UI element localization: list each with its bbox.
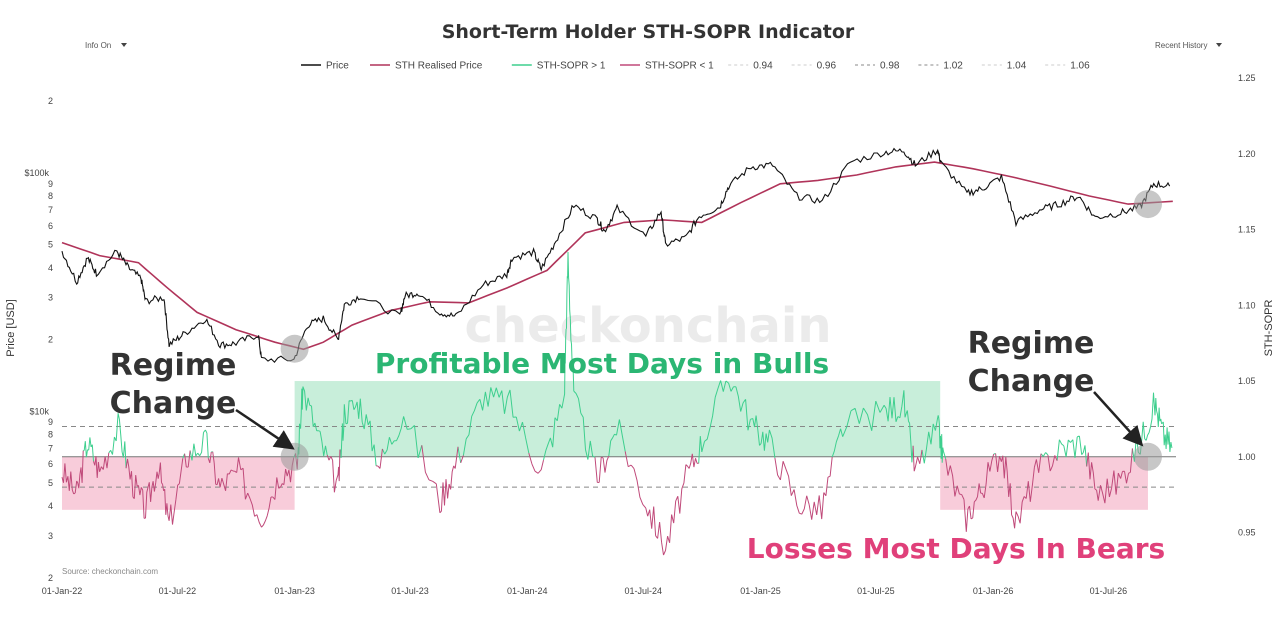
- series-line-price: [61, 147, 1171, 364]
- legend-label: 0.98: [880, 61, 900, 72]
- series-line-sth-realised-price: [61, 161, 1173, 351]
- y-left-tick-label: 3: [48, 531, 53, 541]
- y-right-axis-label: STH-SOPR: [1263, 300, 1275, 357]
- series-line-sopr-below-1: [61, 445, 1133, 556]
- annotation-regime-change-right-line: Change: [968, 364, 1095, 399]
- x-tick-label: 01-Jan-24: [507, 586, 548, 596]
- x-tick-label: 01-Jul-25: [857, 586, 895, 596]
- info-toggle-label: Info On: [85, 41, 111, 50]
- history-select-label: Recent History: [1155, 41, 1207, 50]
- y-left-major-tick-label: $10k: [29, 406, 49, 416]
- y-left-tick-label: 2: [48, 96, 53, 106]
- y-right-tick-label: 1.15: [1238, 225, 1256, 235]
- y-left-tick-label: 5: [48, 478, 53, 488]
- legend-label: STH-SOPR < 1: [645, 61, 714, 72]
- x-tick-label: 01-Jan-23: [274, 586, 315, 596]
- y-left-tick-label: 4: [48, 263, 53, 273]
- region-box: [294, 381, 941, 457]
- y-left-tick-label: 8: [48, 429, 53, 439]
- y-left-tick-label: 9: [48, 179, 53, 189]
- watermark: checkonchain: [464, 298, 831, 354]
- legend-label: 1.06: [1070, 61, 1090, 72]
- y-right-tick-label: 1.00: [1238, 452, 1256, 462]
- y-left-tick-label: 6: [48, 221, 53, 231]
- region-box: [62, 456, 295, 510]
- annotation-regime-change-left: Regime Change: [110, 348, 237, 421]
- history-dropdown-icon: [1216, 43, 1222, 47]
- annotation-arrow-right: [1093, 391, 1144, 447]
- x-tick-label: 01-Jan-25: [740, 586, 781, 596]
- regime-marker: [1133, 442, 1162, 471]
- y-left-axis-label: Price [USD]: [5, 299, 17, 356]
- legend-label: 0.94: [753, 61, 773, 72]
- y-right-tick-label: 1.10: [1238, 300, 1256, 310]
- x-tick-label: 01-Jul-26: [1090, 586, 1128, 596]
- y-right-tick-label: 0.95: [1238, 528, 1256, 538]
- info-dropdown-icon: [121, 43, 127, 47]
- y-right-tick-label: 1.05: [1238, 376, 1256, 386]
- legend-label: Price: [326, 61, 349, 72]
- x-tick-label: 01-Jul-24: [624, 586, 662, 596]
- regime-marker: [280, 442, 309, 471]
- y-right-tick-label: 1.25: [1238, 73, 1256, 83]
- y-left-tick-label: 9: [48, 417, 53, 427]
- y-right-tick-label: 1.20: [1238, 149, 1256, 159]
- x-tick-label: 01-Jan-26: [973, 586, 1014, 596]
- legend-label: STH-SOPR > 1: [537, 61, 606, 72]
- region-label-bulls: Profitable Most Days in Bulls: [375, 347, 829, 380]
- region-label-bears: Losses Most Days In Bears: [747, 532, 1165, 565]
- y-left-tick-label: 7: [48, 443, 53, 453]
- y-left-tick-label: 6: [48, 459, 53, 469]
- x-tick-label: 01-Jul-23: [391, 586, 429, 596]
- regime-marker: [280, 334, 309, 363]
- y-left-major-tick-label: $100k: [24, 168, 49, 178]
- legend-label: STH Realised Price: [395, 61, 483, 72]
- x-tick-label: 01-Jul-22: [159, 586, 197, 596]
- legend-label: 1.04: [1007, 61, 1027, 72]
- annotation-regime-change-left-line: Change: [110, 386, 237, 421]
- annotation-arrow-left: [235, 408, 295, 450]
- x-tick-label: 01-Jan-22: [42, 586, 83, 596]
- y-left-tick-label: 5: [48, 240, 53, 250]
- annotation-regime-change-right-line: Regime: [968, 326, 1095, 361]
- y-left-tick-label: 4: [48, 501, 53, 511]
- y-left-tick-label: 2: [48, 335, 53, 345]
- y-left-tick-label: 8: [48, 191, 53, 201]
- y-left-tick-label: 7: [48, 205, 53, 215]
- chart-title: Short-Term Holder STH-SOPR Indicator: [442, 21, 855, 43]
- source-note: Source: checkonchain.com: [62, 567, 158, 576]
- regime-marker: [1133, 190, 1162, 219]
- y-left-tick-label: 3: [48, 293, 53, 303]
- annotation-regime-change-right: Regime Change: [968, 326, 1095, 399]
- y-left-tick-label: 2: [48, 573, 53, 583]
- legend-label: 0.96: [817, 61, 837, 72]
- annotation-regime-change-left-line: Regime: [110, 348, 237, 383]
- legend-label: 1.02: [943, 61, 963, 72]
